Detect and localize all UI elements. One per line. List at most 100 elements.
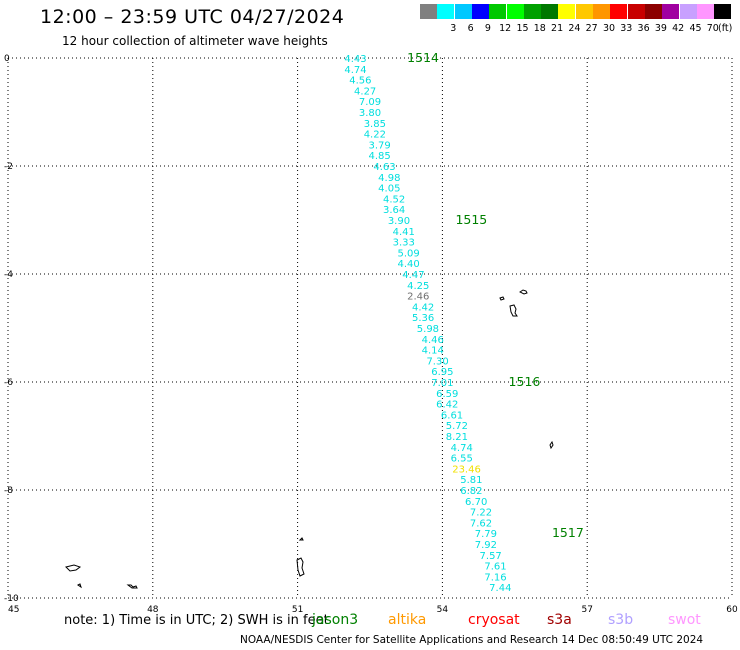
swh-value: 5.09 — [397, 248, 419, 259]
lon-tick-label: 57 — [581, 605, 592, 615]
mission-altika: altika — [388, 612, 427, 628]
swh-value: 7.01 — [431, 378, 453, 389]
pass-number-label: 1515 — [455, 212, 487, 227]
mission-s3a: s3a — [547, 612, 572, 628]
legend-label: 12 — [499, 23, 512, 34]
swh-value: 4.98 — [378, 173, 400, 184]
swh-value: 6.55 — [451, 454, 473, 465]
legend-unit: (ft) — [718, 23, 733, 34]
swh-value: 6.95 — [431, 367, 453, 378]
pass-number-label: 1516 — [509, 374, 541, 389]
legend-swatch — [489, 4, 507, 19]
island-outline — [65, 564, 82, 572]
credit-line: NOAA/NESDIS Center for Satellite Applica… — [240, 634, 704, 646]
lat-tick-label: 0 — [4, 54, 10, 64]
mission-swot: swot — [668, 612, 701, 628]
legend-swatch — [714, 4, 732, 19]
island-outline — [77, 583, 82, 589]
island-outline — [126, 584, 138, 589]
legend-label: 39 — [654, 23, 667, 34]
island-outline — [298, 537, 304, 541]
legend-swatch — [662, 4, 680, 19]
swh-value: 6.70 — [465, 497, 487, 508]
legend-label: 42 — [672, 23, 685, 34]
legend-swatch — [523, 4, 541, 19]
swh-value: 3.85 — [364, 119, 386, 130]
mission-jason3: jason3 — [312, 612, 359, 628]
swh-value: 2.46 — [407, 292, 429, 303]
swh-value: 7.09 — [359, 97, 381, 108]
island-outline — [499, 296, 505, 301]
legend-swatch — [644, 4, 662, 19]
swh-value: 7.57 — [480, 551, 502, 562]
swh-value: 4.25 — [407, 281, 429, 292]
swh-value: 3.80 — [359, 108, 381, 119]
legend-swatch — [627, 4, 645, 19]
swh-value: 23.46 — [452, 464, 481, 475]
swh-value: 3.33 — [393, 238, 415, 249]
legend-label: 18 — [533, 23, 546, 34]
legend-swatch — [541, 4, 559, 19]
swh-value: 4.63 — [373, 162, 395, 173]
swh-value: 7.79 — [475, 529, 497, 540]
legend-swatch — [679, 4, 697, 19]
legend-swatch — [610, 4, 628, 19]
pass-number-label: 1517 — [552, 525, 584, 540]
swh-value: 4.05 — [378, 184, 400, 195]
swh-value: 4.46 — [422, 335, 444, 346]
swh-value: 7.22 — [470, 508, 492, 519]
legend-swatch — [575, 4, 593, 19]
lon-tick-label: 60 — [726, 605, 738, 615]
lat-tick-label: -10 — [4, 594, 19, 604]
map-title: 12:00 – 23:59 UTC 04/27/2024 — [40, 6, 345, 28]
swh-value: 4.47 — [402, 270, 424, 281]
swh-value: 6.61 — [441, 410, 463, 421]
lat-tick-label: -6 — [4, 378, 13, 388]
lon-tick-label: 45 — [8, 605, 19, 615]
mission-s3b: s3b — [608, 612, 634, 628]
swh-value: 7.62 — [470, 518, 492, 529]
swh-value: 6.42 — [436, 400, 458, 411]
legend-swatch — [454, 4, 472, 19]
swh-value: 6.59 — [436, 389, 458, 400]
legend-swatch — [420, 4, 437, 19]
swh-value: 4.52 — [383, 194, 405, 205]
legend-label: 70 — [706, 23, 719, 34]
swh-value: 5.81 — [460, 475, 482, 486]
legend-swatch — [437, 4, 455, 19]
island-outline — [519, 289, 528, 295]
swh-value: 4.74 — [344, 65, 366, 76]
swh-value: 5.36 — [412, 313, 434, 324]
island-outline — [509, 304, 518, 317]
swh-value: 7.92 — [475, 540, 497, 551]
legend-swatch — [593, 4, 610, 19]
swh-value: 7.61 — [484, 562, 506, 573]
legend-swatch — [696, 4, 714, 19]
legend-label: 9 — [484, 23, 491, 34]
swh-value: 5.98 — [417, 324, 439, 335]
lat-tick-label: -2 — [4, 162, 13, 172]
legend-label: 45 — [689, 23, 702, 34]
swh-value: 4.14 — [422, 346, 444, 357]
island-outline — [296, 557, 305, 577]
swh-value: 4.43 — [344, 54, 366, 65]
legend-label: 30 — [602, 23, 616, 34]
swh-value: 8.21 — [446, 432, 468, 443]
pass-number-label: 1514 — [407, 50, 439, 65]
legend-label: 36 — [637, 23, 650, 34]
swh-value: 3.64 — [383, 205, 405, 216]
swh-value: 4.74 — [451, 443, 473, 454]
legend-label: 15 — [516, 23, 529, 34]
swh-value: 4.27 — [354, 86, 376, 97]
legend-swatch — [471, 4, 489, 19]
legend-label: 21 — [551, 23, 564, 34]
swh-value: 4.42 — [412, 302, 434, 313]
legend-label: 3 — [450, 23, 457, 34]
lon-tick-label: 54 — [437, 605, 449, 615]
swh-value: 3.79 — [369, 140, 391, 151]
swh-value: 3.90 — [388, 216, 410, 227]
swh-value: 7.44 — [489, 583, 511, 594]
lon-tick-label: 51 — [292, 605, 303, 615]
lon-tick-label: 48 — [147, 605, 159, 615]
